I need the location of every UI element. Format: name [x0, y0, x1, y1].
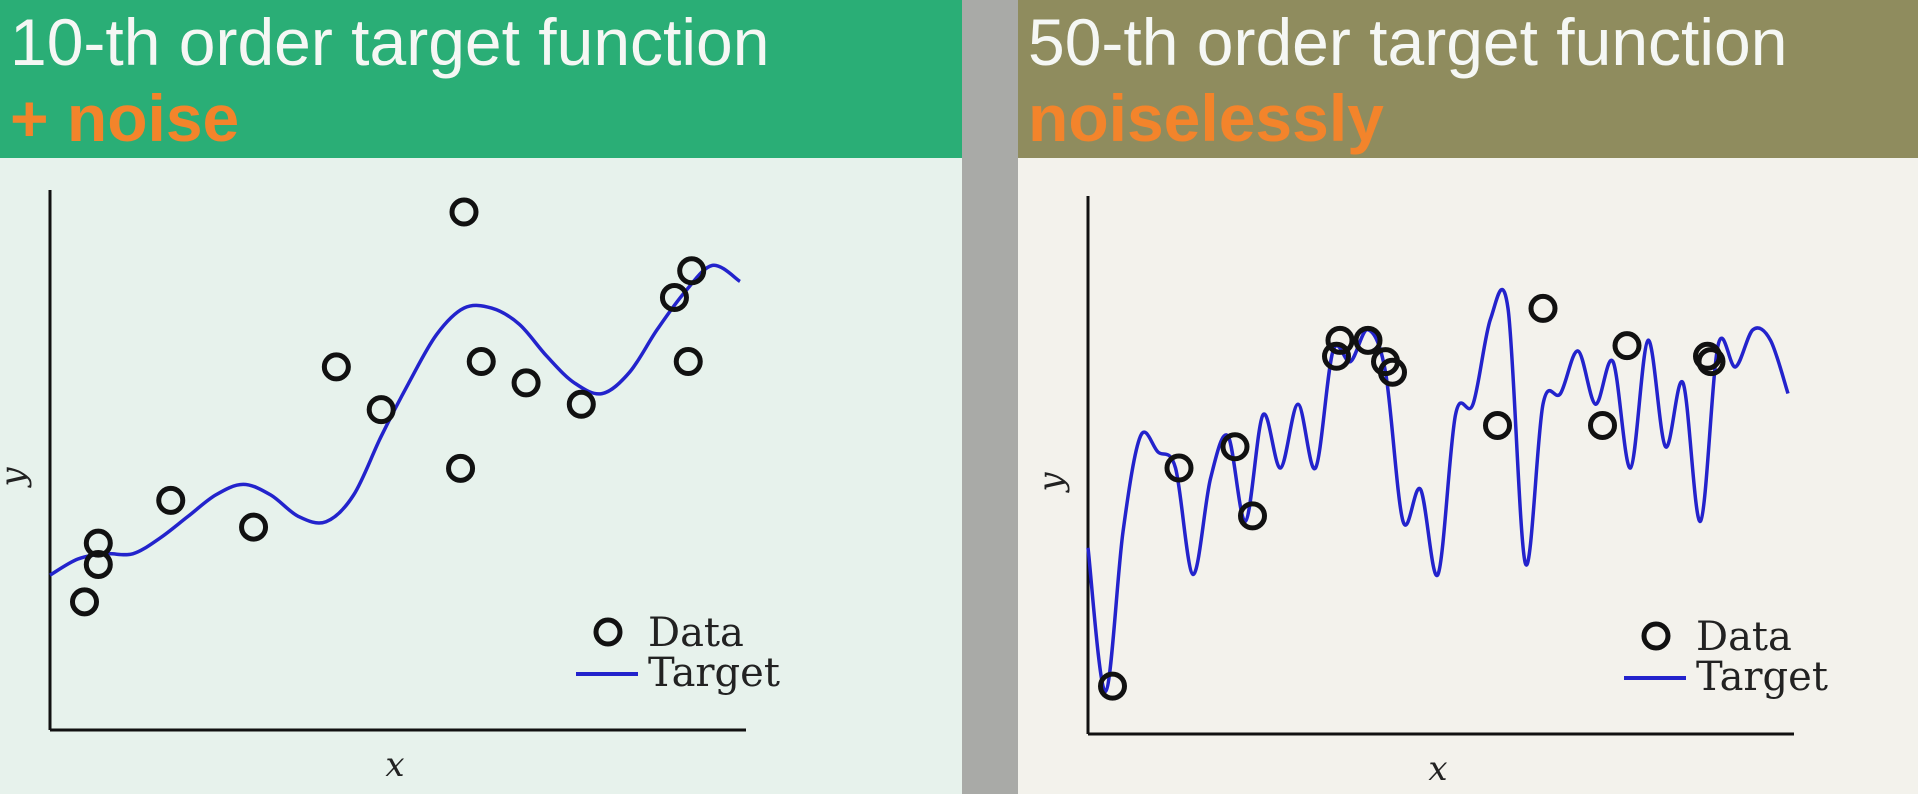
left-chart-legend-data-marker [593, 617, 623, 647]
right-plot-area: x y Data Target [1018, 158, 1918, 794]
right-chart-data-point [1483, 410, 1512, 440]
right-chart-data-point [1325, 325, 1355, 355]
right-chart-data-point [1220, 432, 1250, 462]
left-chart-data-point [156, 485, 186, 515]
left-chart-x-axis-label: x [385, 745, 404, 785]
left-chart-data-point [70, 587, 99, 617]
left-chart-data-point [566, 389, 596, 419]
right-chart-target-line [1086, 287, 1790, 694]
right-chart-data-point [1098, 671, 1127, 701]
left-chart-data-point [446, 453, 476, 483]
left-chart-data-point [83, 528, 113, 558]
right-chart-y-axis-label: y [1031, 472, 1071, 494]
right-chart-legend-data-marker [1641, 621, 1671, 651]
right-panel: 50-th order target function noiselessly … [1018, 0, 1918, 794]
right-chart-x-axis-label: x [1428, 749, 1447, 789]
left-chart-data-point [659, 282, 689, 312]
right-chart-data-point [1378, 357, 1407, 387]
right-panel-header: 50-th order target function noiselessly [1018, 0, 1918, 158]
left-panel-title: 10-th order target function [10, 5, 770, 79]
right-chart-data-point [1528, 293, 1558, 323]
left-chart-legend-target-label: Target [648, 650, 780, 696]
right-chart-data-point [1238, 501, 1267, 531]
right-chart-data-point [1164, 453, 1194, 483]
left-chart-data-point [511, 368, 541, 398]
left-chart-data-point [83, 549, 113, 579]
right-chart-data-point [1353, 325, 1383, 355]
left-chart-legend-data-label: Data [648, 610, 744, 656]
left-chart-y-axis-label: y [0, 467, 33, 489]
right-panel-title: 50-th order target function [1028, 5, 1788, 79]
left-panel-subtitle: + noise [10, 81, 240, 155]
right-chart-legend-target-label: Target [1696, 654, 1828, 700]
left-chart-data-point [449, 197, 479, 227]
left-chart-data-point [673, 347, 703, 377]
left-chart-data-point [466, 347, 496, 377]
left-chart-data-point [366, 395, 396, 425]
right-chart-data-point [1612, 331, 1642, 361]
right-chart-legend-data-label: Data [1696, 614, 1792, 660]
left-chart-data-point [321, 352, 351, 382]
right-chart-data-point [1696, 347, 1726, 377]
right-chart-data-point [1322, 341, 1351, 371]
left-panel-header: 10-th order target function + noise [0, 0, 962, 158]
left-chart-data-point [239, 512, 269, 542]
left-panel: 10-th order target function + noise x y Da… [0, 0, 962, 794]
right-chart-data-point [1588, 410, 1617, 440]
left-chart-target-line [49, 263, 741, 577]
right-panel-subtitle: noiselessly [1028, 81, 1384, 155]
left-chart-data-point [677, 256, 707, 286]
